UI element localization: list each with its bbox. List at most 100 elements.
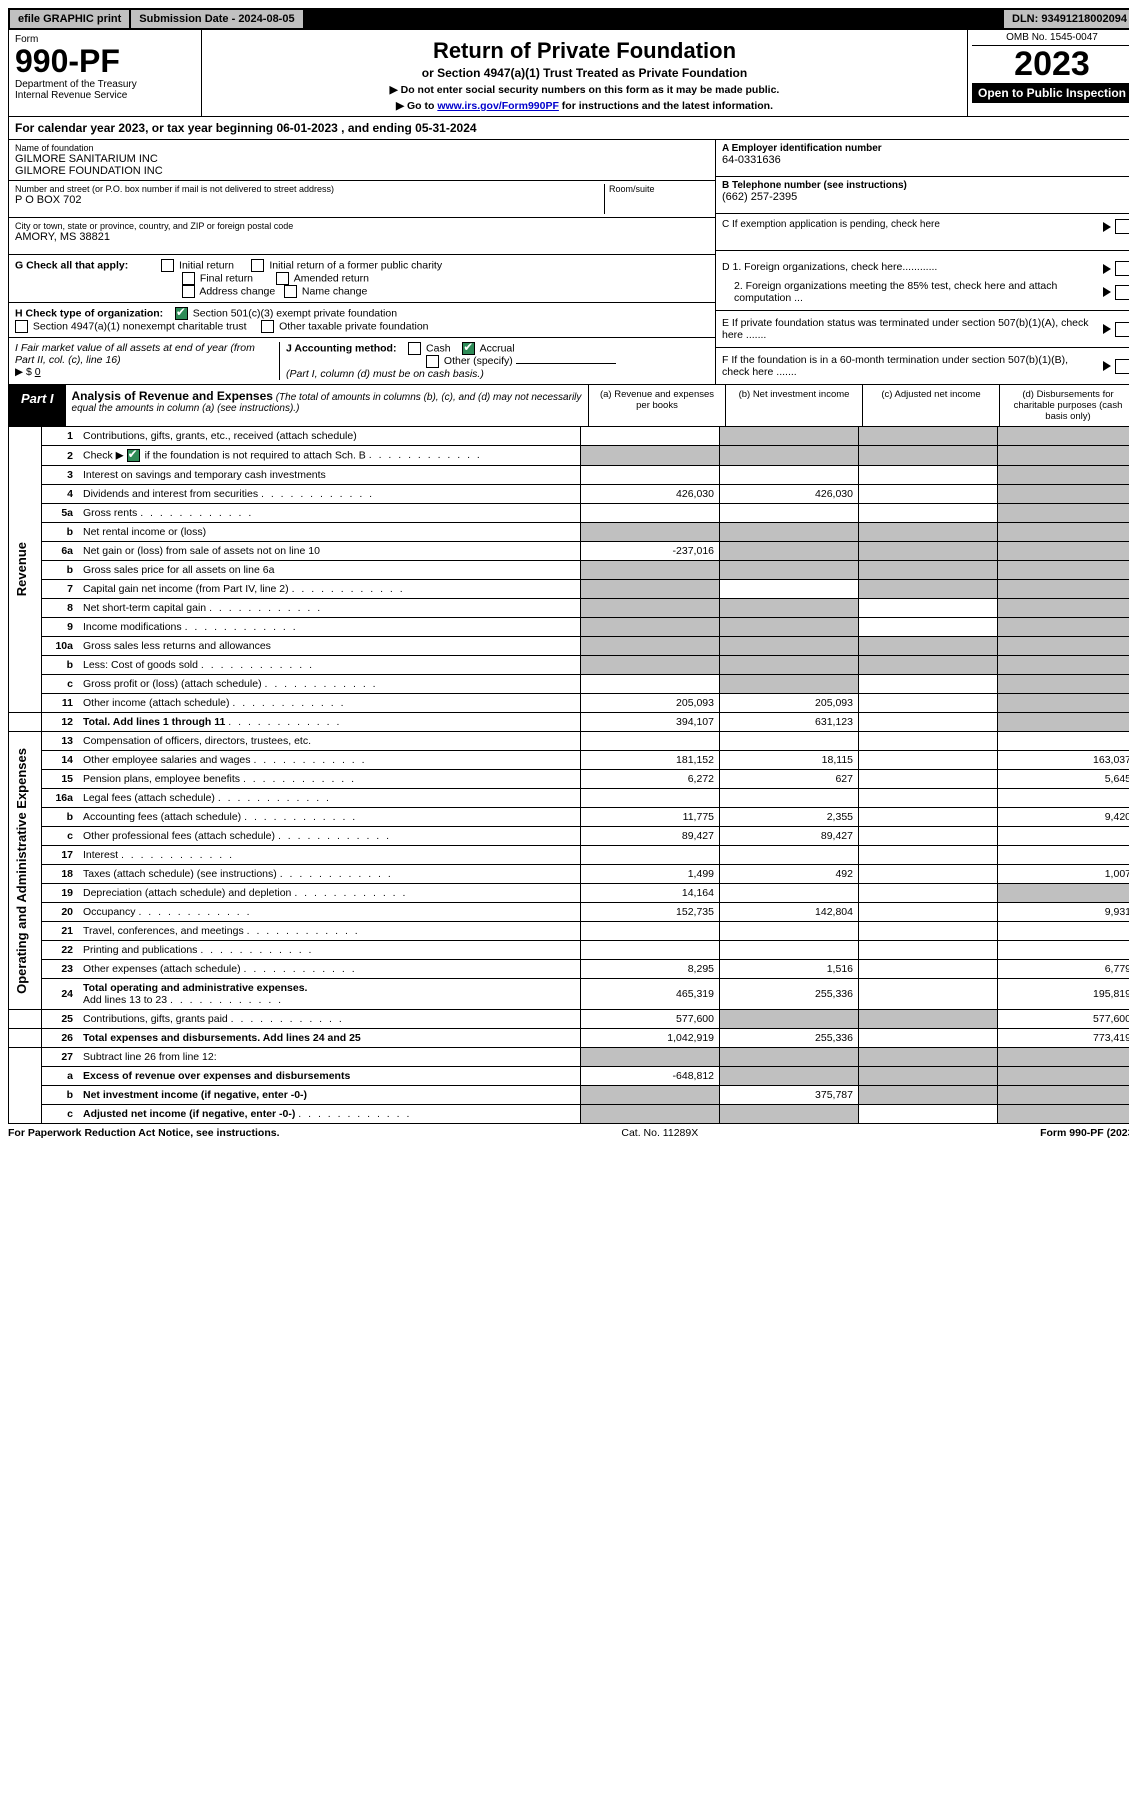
line-num: 12 — [42, 713, 79, 732]
line-num: 17 — [42, 846, 79, 865]
checkbox-d1[interactable] — [1115, 261, 1129, 276]
table-row: 15Pension plans, employee benefits 6,272… — [9, 770, 1129, 789]
part1-header: Part I Analysis of Revenue and Expenses … — [8, 384, 1129, 427]
footer-left: For Paperwork Reduction Act Notice, see … — [8, 1127, 280, 1139]
line-num: 27 — [42, 1048, 79, 1067]
table-row: 27Subtract line 26 from line 12: — [9, 1048, 1129, 1067]
f-label: F If the foundation is in a 60-month ter… — [722, 354, 1097, 378]
checkbox-4947[interactable] — [15, 320, 28, 333]
cell-val: 394,107 — [581, 713, 720, 732]
line-desc: Contributions, gifts, grants, etc., rece… — [78, 427, 581, 446]
form-header-mid: Return of Private Foundation or Section … — [202, 30, 968, 116]
line-desc: Compensation of officers, directors, tru… — [78, 732, 581, 751]
checkbox-d2[interactable] — [1115, 285, 1129, 300]
irs-label: Internal Revenue Service — [15, 90, 195, 101]
line-desc: Occupancy — [78, 903, 581, 922]
line-desc: Subtract line 26 from line 12: — [78, 1048, 581, 1067]
line-desc: Total operating and administrative expen… — [78, 979, 581, 1010]
line-desc: Total expenses and disbursements. Add li… — [78, 1029, 581, 1048]
table-row: bLess: Cost of goods sold — [9, 656, 1129, 675]
final-return-label: Final return — [200, 272, 253, 284]
cell-val: 18,115 — [720, 751, 859, 770]
line-num: 20 — [42, 903, 79, 922]
cell-val: 205,093 — [720, 694, 859, 713]
f-row: F If the foundation is in a 60-month ter… — [716, 348, 1129, 384]
form-header-left: Form 990-PF Department of the Treasury I… — [9, 30, 202, 116]
line-desc: Capital gain net income (from Part IV, l… — [78, 580, 581, 599]
line-desc: Check ▶ if the foundation is not require… — [78, 446, 581, 466]
name-val-1: GILMORE SANITARIUM INC — [15, 153, 709, 165]
line-num: 8 — [42, 599, 79, 618]
ij-row: I Fair market value of all assets at end… — [9, 338, 715, 384]
checkbox-f[interactable] — [1115, 359, 1129, 374]
table-row: 6aNet gain or (loss) from sale of assets… — [9, 542, 1129, 561]
checkbox-501c3[interactable] — [175, 307, 188, 320]
name-change-label: Name change — [302, 285, 367, 297]
checkbox-final[interactable] — [182, 272, 195, 285]
line-num: 9 — [42, 618, 79, 637]
table-row: 26Total expenses and disbursements. Add … — [9, 1029, 1129, 1048]
line-desc: Net rental income or (loss) — [78, 523, 581, 542]
checkbox-schb[interactable] — [127, 449, 140, 462]
cell-val: 11,775 — [581, 808, 720, 827]
line-desc: Other expenses (attach schedule) — [78, 960, 581, 979]
checkbox-initial[interactable] — [161, 259, 174, 272]
line-desc: Depreciation (attach schedule) and deple… — [78, 884, 581, 903]
footer-right: Form 990-PF (2023) — [1040, 1127, 1129, 1139]
h-label: H Check type of organization: — [15, 307, 163, 319]
table-row: 14Other employee salaries and wages 181,… — [9, 751, 1129, 770]
cell-val: 577,600 — [581, 1010, 720, 1029]
line-desc: Interest on savings and temporary cash i… — [78, 466, 581, 485]
checkbox-other-tax[interactable] — [261, 320, 274, 333]
g-label: G Check all that apply: — [15, 259, 128, 271]
cell-val: 6,272 — [581, 770, 720, 789]
line-num: b — [42, 808, 79, 827]
line-num: c — [42, 1105, 79, 1124]
name-val-2: GILMORE FOUNDATION INC — [15, 165, 709, 177]
checkbox-c[interactable] — [1115, 219, 1129, 234]
line-num: 22 — [42, 941, 79, 960]
open-public: Open to Public Inspection — [972, 83, 1129, 103]
checkbox-other-method[interactable] — [426, 355, 439, 368]
table-row: 10aGross sales less returns and allowanc… — [9, 637, 1129, 656]
table-row: bNet investment income (if negative, ent… — [9, 1086, 1129, 1105]
c-cell: C If exemption application is pending, c… — [716, 214, 1129, 251]
checkbox-e[interactable] — [1115, 322, 1129, 337]
line-num: 21 — [42, 922, 79, 941]
checkbox-accrual[interactable] — [462, 342, 475, 355]
checkbox-cash[interactable] — [408, 342, 421, 355]
table-row: 18Taxes (attach schedule) (see instructi… — [9, 865, 1129, 884]
cell-val: 152,735 — [581, 903, 720, 922]
checkbox-amended[interactable] — [276, 272, 289, 285]
i-value: 0 — [35, 366, 135, 378]
checkbox-namech[interactable] — [284, 285, 297, 298]
addr-label: Number and street (or P.O. box number if… — [15, 184, 600, 194]
form-header: Form 990-PF Department of the Treasury I… — [8, 30, 1129, 117]
table-row: cAdjusted net income (if negative, enter… — [9, 1105, 1129, 1124]
addr-change-label: Address change — [199, 285, 275, 297]
form-number: 990-PF — [15, 45, 195, 77]
col-b-head: (b) Net investment income — [725, 385, 862, 426]
line-num: 11 — [42, 694, 79, 713]
checkbox-addrch[interactable] — [182, 285, 195, 298]
table-row: 7Capital gain net income (from Part IV, … — [9, 580, 1129, 599]
form990pf-link[interactable]: www.irs.gov/Form990PF — [437, 100, 559, 112]
c-label: C If exemption application is pending, c… — [722, 219, 940, 234]
submission-date: Submission Date - 2024-08-05 — [131, 10, 304, 28]
line-num: 7 — [42, 580, 79, 599]
r2-pre: Check ▶ — [83, 449, 127, 461]
checkbox-initial-former[interactable] — [251, 259, 264, 272]
line-desc: Interest — [78, 846, 581, 865]
cash-label: Cash — [426, 342, 451, 354]
table-row: Operating and Administrative Expenses 13… — [9, 732, 1129, 751]
dln-label: DLN: 93491218002094 — [1004, 10, 1129, 28]
form-subtitle: or Section 4947(a)(1) Trust Treated as P… — [208, 66, 961, 80]
cell-val: 1,516 — [720, 960, 859, 979]
table-row: 21Travel, conferences, and meetings — [9, 922, 1129, 941]
s501-label: Section 501(c)(3) exempt private foundat… — [193, 307, 397, 319]
table-row: aExcess of revenue over expenses and dis… — [9, 1067, 1129, 1086]
arrow-icon — [1103, 361, 1111, 371]
table-row: 17Interest — [9, 846, 1129, 865]
table-row: 5aGross rents — [9, 504, 1129, 523]
table-row: 22Printing and publications — [9, 941, 1129, 960]
